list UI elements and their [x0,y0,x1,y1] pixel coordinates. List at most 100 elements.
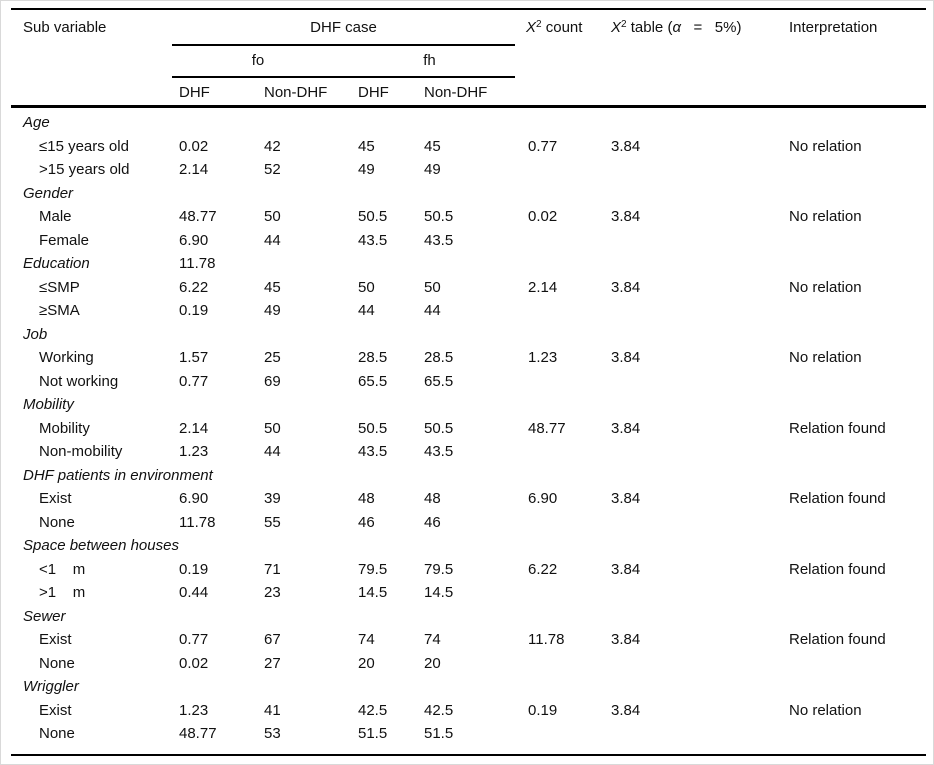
x2-count-cell [528,534,611,558]
fh-nondhf-cell [424,252,528,276]
fo-nondhf-cell [264,393,358,417]
x2-table-cell: 3.84 [611,208,641,225]
fo-nondhf-cell: 25 [264,349,281,366]
col-header-fh-dhf: DHF [358,84,389,101]
fh-dhf-cell: 48 [358,490,375,507]
table-row: Exist 6.90 39 48 48 6.90 3.84 Relation found [1,487,933,511]
x2-table-cell [611,299,789,323]
fo-dhf-cell: 0.44 [179,584,209,601]
table-row: ≤SMP 6.22 45 50 50 2.14 3.84 No relation [1,276,933,300]
fh-dhf-cell [358,464,424,488]
interpretation-cell [789,111,933,135]
x2-count-cell: 11.78 [528,631,565,648]
fh-nondhf-cell [424,675,528,699]
fh-dhf-cell [358,534,424,558]
x2-table-cell: 3.84 [611,701,641,719]
fh-dhf-cell: 42.5 [358,701,388,719]
fo-dhf-cell: 1.57 [179,349,209,366]
section-header-row: Space between houses [1,534,933,558]
x2-table-cell [611,393,789,417]
fh-nondhf-cell: 20 [424,654,441,672]
fh-nondhf-cell [424,111,528,135]
x2-table-cell [611,605,789,629]
x2-count-cell: 6.22 [528,560,558,578]
fo-dhf-cell [179,323,264,347]
table-row: None 0.02 27 20 20 [1,652,933,676]
interpretation-cell [789,511,933,535]
fo-dhf-cell: 1.23 [179,443,209,460]
sub-variable-cell: Sewer [23,607,66,625]
x2-count-cell [528,182,611,206]
fo-dhf-cell: 0.19 [179,560,209,578]
fh-nondhf-cell: 65.5 [424,372,454,390]
fo-dhf-cell: 0.77 [179,372,209,390]
fo-dhf-cell: 6.22 [179,278,209,296]
table-top-rule [11,8,926,10]
x2-table-cell [611,511,789,535]
fo-dhf-cell: 2.14 [179,419,209,437]
fh-nondhf-cell: 50.5 [424,419,454,437]
fh-nondhf-cell: 43.5 [424,231,454,249]
fo-nondhf-cell [264,111,358,135]
fo-nondhf-cell: 45 [264,278,281,296]
sub-variable-cell: Gender [23,184,74,202]
section-header-row: Sewer [1,605,933,629]
x2-count-cell: 0.02 [528,208,558,225]
col-header-x2-table: X2 table (α = 5%) [611,19,741,36]
x2-table-cell [611,229,789,253]
interpretation-cell [789,158,933,182]
x2-count-cell [528,323,611,347]
x2-table-cell: 3.84 [611,631,641,648]
sub-variable-cell: Exist [39,631,72,648]
x2-table-cell [611,440,789,464]
interpretation-cell [789,323,933,347]
fo-nondhf-cell [264,252,358,276]
table-row: Not working 0.77 69 65.5 65.5 [1,370,933,394]
x2-table-cell [611,182,789,206]
x2-count-cell: 2.14 [528,278,558,296]
interpretation-cell [789,581,933,605]
sub-variable-cell: None [39,513,75,531]
sub-variable-cell: ≤15 years old [39,137,129,155]
x2-table-cell [611,722,789,746]
col-header-interpretation: Interpretation [789,19,878,36]
fh-nondhf-cell: 46 [424,513,441,531]
x2-count-cell: 6.90 [528,490,558,507]
fh-dhf-cell: 43.5 [358,443,388,460]
interpretation-cell: No relation [789,701,862,719]
fh-dhf-cell: 14.5 [358,584,388,601]
interpretation-cell [789,393,933,417]
fo-dhf-cell: 0.77 [179,631,209,648]
sub-variable-cell: Male [39,208,72,225]
table-row: >1 m 0.44 23 14.5 14.5 [1,581,933,605]
sub-variable-cell: None [39,725,75,742]
sub-variable-cell: Working [39,349,94,366]
fo-dhf-cell [179,605,264,629]
sub-variable-cell: Age [23,114,50,131]
sub-variable-cell: Wriggler [23,678,79,695]
fo-nondhf-cell [264,464,358,488]
x2-count-cell [528,675,611,699]
fo-nondhf-cell: 44 [264,231,281,249]
fh-dhf-cell: 44 [358,302,375,319]
fo-nondhf-cell: 69 [264,372,281,390]
table-bottom-rule [11,754,926,756]
fo-nondhf-cell: 67 [264,631,281,648]
col-header-fh: fh [423,52,436,69]
fo-dhf-cell [179,111,264,135]
fo-dhf-cell: 11.78 [179,255,216,272]
fh-dhf-cell: 51.5 [358,725,388,742]
fo-nondhf-cell: 39 [264,490,281,507]
fo-fh-underline-rule [172,76,515,78]
sub-variable-cell: Not working [39,372,119,390]
fo-dhf-cell: 6.90 [179,231,209,249]
header-bottom-rule [11,105,926,108]
x2-count-text: count [541,19,583,36]
table-row: >15 years old 2.14 52 49 49 [1,158,933,182]
fo-nondhf-cell [264,675,358,699]
fh-nondhf-cell [424,605,528,629]
fh-dhf-cell: 50.5 [358,208,388,225]
x2-table-cell [611,464,789,488]
col-header-fo-nondhf: Non-DHF [264,84,328,101]
table-row: ≤15 years old 0.02 42 45 45 0.77 3.84 No relati… [1,135,933,159]
